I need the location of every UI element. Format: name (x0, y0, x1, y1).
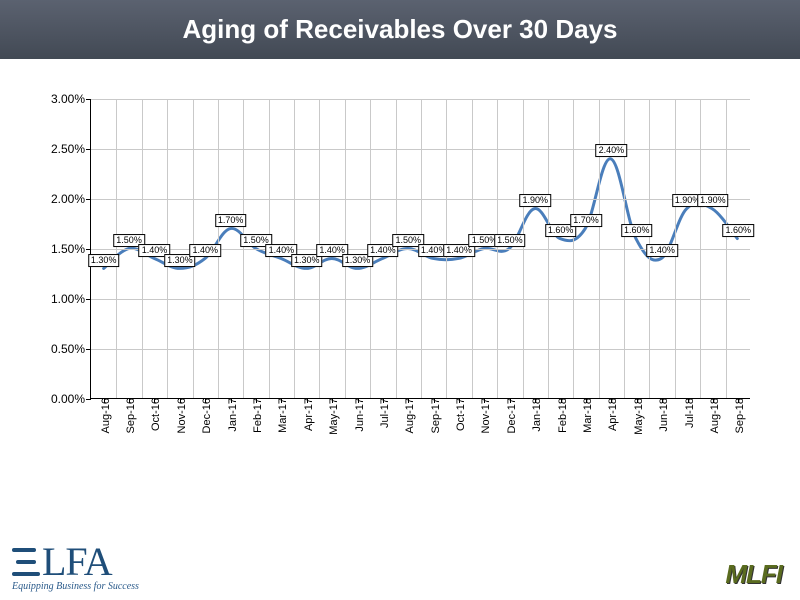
x-tick-label: Mar-17 (273, 398, 289, 433)
y-tick-label: 2.00% (51, 192, 91, 206)
data-label: 1.40% (646, 244, 678, 257)
elfa-e-icon (12, 546, 40, 578)
chart-title: Aging of Receivables Over 30 Days (0, 0, 800, 59)
y-tick-label: 0.50% (51, 342, 91, 356)
data-label: 1.40% (189, 244, 221, 257)
x-tick-label: Jun-18 (654, 398, 670, 432)
x-tick-label: May-17 (324, 398, 340, 435)
data-label: 1.70% (215, 214, 247, 227)
data-label: 1.50% (494, 234, 526, 247)
y-tick-label: 1.00% (51, 292, 91, 306)
plot-area: 0.00%0.50%1.00%1.50%2.00%2.50%3.00%Aug-1… (90, 99, 750, 399)
x-tick-label: Nov-16 (172, 398, 188, 433)
x-tick-label: Dec-16 (197, 398, 213, 433)
gridline-v (700, 99, 701, 398)
mlfi-logo: MLFI (725, 559, 782, 590)
x-tick-label: Feb-18 (553, 398, 569, 433)
data-label: 1.30% (88, 254, 120, 267)
elfa-logo: LFA Equipping Business for Success (12, 538, 139, 592)
x-tick-label: Aug-18 (705, 398, 721, 433)
elfa-tagline: Equipping Business for Success (12, 581, 139, 592)
y-tick-label: 1.50% (51, 242, 91, 256)
gridline-v (116, 99, 117, 398)
x-tick-label: Jan-18 (527, 398, 543, 432)
data-label: 1.70% (570, 214, 602, 227)
x-tick-label: Mar-18 (578, 398, 594, 433)
y-tick-label: 0.00% (51, 392, 91, 406)
x-tick-label: Jun-17 (350, 398, 366, 432)
x-tick-label: Dec-17 (502, 398, 518, 433)
gridline-v (497, 99, 498, 398)
x-tick-label: Sep-17 (426, 398, 442, 433)
elfa-letters: LFA (42, 538, 112, 585)
data-label: 2.40% (596, 144, 628, 157)
gridline-v (243, 99, 244, 398)
x-tick-label: Aug-17 (400, 398, 416, 433)
x-tick-label: May-18 (629, 398, 645, 435)
x-tick-label: Aug-16 (96, 398, 112, 433)
chart-container: 0.00% 0.50% 1.00% 1.50% 2.00% 2.50% 3.00% Aug-1… (20, 79, 780, 499)
y-tick-label: 3.00% (51, 92, 91, 106)
x-tick-label: Jan-17 (223, 398, 239, 432)
gridline-v (523, 99, 524, 398)
x-tick-label: Sep-18 (730, 398, 746, 433)
data-label: 1.90% (519, 194, 551, 207)
data-label: 1.90% (697, 194, 729, 207)
data-label: 1.60% (621, 224, 653, 237)
x-tick-label: Feb-17 (248, 398, 264, 433)
gridline-v (573, 99, 574, 398)
footer: LFA Equipping Business for Success MLFI (0, 520, 800, 600)
x-tick-label: Nov-17 (476, 398, 492, 433)
gridline-v (726, 99, 727, 398)
gridline-v (548, 99, 549, 398)
x-tick-label: Sep-16 (121, 398, 137, 433)
data-label: 1.60% (723, 224, 755, 237)
y-tick-label: 2.50% (51, 142, 91, 156)
